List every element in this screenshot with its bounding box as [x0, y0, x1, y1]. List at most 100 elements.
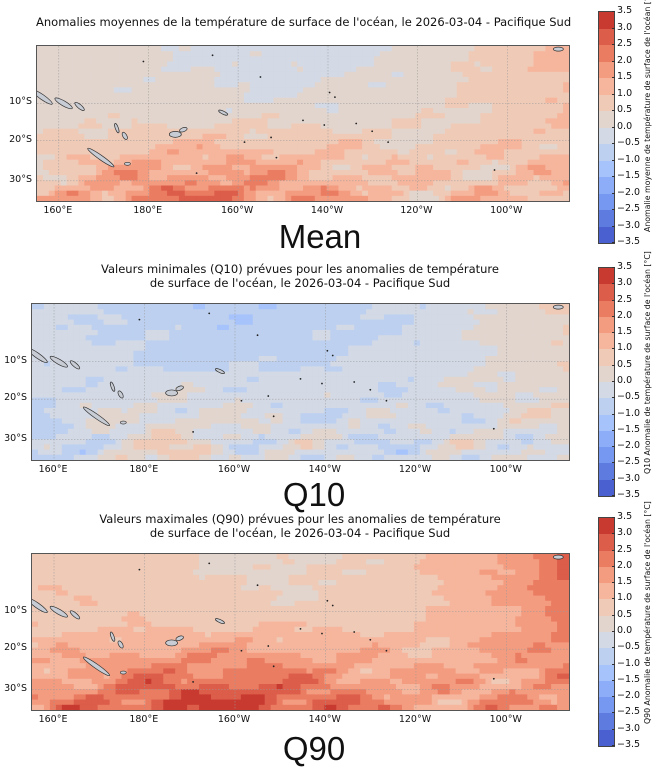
field-cell [409, 71, 416, 78]
field-cell [115, 345, 123, 352]
field-cell [252, 309, 260, 315]
field-cell [401, 413, 409, 419]
field-cell [480, 66, 487, 73]
field-cell [474, 170, 481, 176]
field-cell [551, 418, 558, 425]
field-cell [503, 195, 511, 201]
field-cell [303, 154, 310, 161]
field-cell [261, 139, 269, 145]
field-cell [37, 97, 44, 104]
field-cell [226, 123, 233, 130]
field-cell [362, 56, 369, 63]
field-cell [563, 309, 569, 315]
field-cell [303, 180, 310, 187]
field-cell [240, 356, 248, 362]
field-cell [320, 159, 328, 166]
field-cell [368, 144, 375, 150]
field-cell [222, 408, 230, 414]
field-cell [437, 366, 445, 373]
field-cell [300, 319, 308, 326]
field-cell [509, 304, 516, 310]
field-cell [199, 309, 206, 315]
field-cell [443, 418, 451, 425]
field-cell [419, 397, 427, 404]
field-cell [474, 92, 481, 99]
field-cell [193, 413, 200, 419]
field-cell [60, 170, 68, 176]
field-cell [539, 164, 546, 171]
field-cell [491, 340, 498, 347]
field-cell [264, 324, 272, 331]
field-cell [438, 149, 446, 156]
field-cell [401, 309, 409, 315]
field-cell [237, 92, 245, 99]
field-cell [360, 304, 367, 310]
field-cell [462, 195, 470, 201]
field-cell [342, 428, 349, 435]
field-cell [72, 170, 79, 176]
field-cell [338, 154, 345, 161]
field-cell [67, 366, 75, 373]
field-cell [79, 397, 87, 404]
field-cell [407, 397, 415, 404]
field-cell [240, 371, 248, 378]
field-cell [291, 56, 298, 63]
field-cell [285, 170, 292, 176]
field-cell [121, 309, 129, 315]
field-cell [350, 154, 357, 161]
field-cell [255, 133, 263, 140]
field-cell [509, 154, 517, 161]
field-cell [474, 87, 481, 94]
field-cell [193, 392, 200, 399]
field-cell [344, 123, 351, 130]
field-cell [54, 46, 62, 52]
field-cell [521, 56, 529, 63]
atoll-marker [211, 54, 214, 57]
field-cell [131, 97, 139, 104]
field-cell [234, 319, 242, 326]
field-cell [545, 92, 552, 99]
field-cell [515, 51, 523, 57]
field-cell [103, 350, 111, 357]
field-cell [288, 408, 296, 414]
field-cell [449, 309, 457, 315]
field-cell [300, 418, 308, 425]
field-cell [373, 118, 381, 125]
field-cell [232, 185, 239, 192]
field-cell [78, 123, 85, 130]
field-cell [479, 366, 487, 373]
field-cell [456, 66, 464, 73]
field-cell [285, 51, 292, 57]
field-cell [48, 154, 56, 161]
field-cell [78, 71, 85, 78]
field-cell [545, 87, 552, 94]
field-cell [143, 185, 150, 192]
field-cell [103, 319, 111, 326]
field-cell [545, 340, 552, 347]
field-cell [348, 330, 355, 336]
field-cell [103, 423, 111, 430]
field-cell [326, 46, 334, 52]
field-cell [175, 330, 182, 336]
field-cell [545, 387, 552, 393]
field-cell [131, 77, 139, 83]
field-cell [378, 319, 385, 326]
field-cell [332, 144, 340, 150]
field-cell [539, 402, 546, 409]
field-cell [533, 392, 540, 399]
field-cell [125, 175, 133, 181]
field-cell [32, 356, 39, 362]
field-cell [228, 350, 236, 357]
field-cell [252, 340, 260, 347]
field-cell [330, 387, 337, 393]
field-cell [326, 164, 334, 171]
field-cell [427, 113, 434, 119]
field-cell [102, 123, 109, 130]
field-cell [42, 190, 50, 197]
field-cell [557, 61, 564, 68]
field-cell [395, 309, 403, 315]
field-cell [368, 185, 375, 192]
field-cell [461, 314, 469, 321]
field-cell [443, 371, 451, 378]
field-cell [72, 144, 79, 150]
